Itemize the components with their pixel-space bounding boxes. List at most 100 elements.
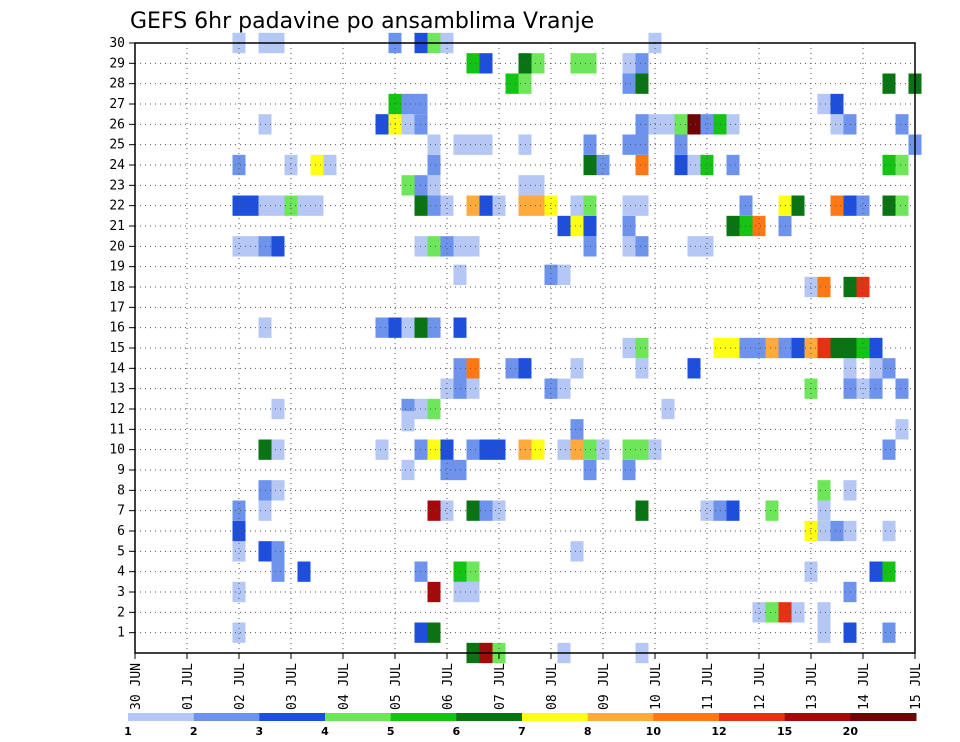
precip-cell bbox=[856, 276, 870, 298]
y-tick-label: 11 bbox=[109, 422, 125, 437]
precip-cell bbox=[466, 561, 480, 582]
precip-cell bbox=[830, 337, 844, 359]
precip-cell bbox=[531, 195, 545, 216]
colorbar-label: 2 bbox=[190, 725, 198, 738]
precip-cell bbox=[895, 378, 909, 399]
precip-cell bbox=[440, 195, 454, 216]
precip-cell bbox=[440, 459, 454, 481]
precip-cell bbox=[765, 337, 779, 359]
colorbar-label: 5 bbox=[387, 725, 395, 738]
precip-cell bbox=[271, 398, 285, 420]
colorbar-swatch bbox=[128, 713, 195, 721]
precip-cell bbox=[401, 317, 415, 338]
precip-cell bbox=[622, 53, 636, 74]
colorbar-swatch bbox=[390, 713, 457, 721]
precip-cell bbox=[232, 154, 246, 176]
precip-cell bbox=[830, 114, 844, 135]
precip-cell bbox=[635, 236, 649, 257]
y-tick-label: 13 bbox=[109, 382, 125, 397]
colorbar-swatch bbox=[784, 713, 851, 721]
precip-cell bbox=[687, 358, 701, 379]
y-tick-label: 17 bbox=[109, 300, 125, 315]
precip-cell bbox=[232, 236, 246, 257]
x-tick-label: 02 JUL bbox=[233, 663, 248, 710]
precip-cell bbox=[687, 154, 701, 176]
colorbar-label: 3 bbox=[256, 725, 264, 738]
precip-cell bbox=[895, 114, 909, 135]
colorbar-label: 12 bbox=[711, 725, 726, 738]
chart-title: GEFS 6hr padavine po ansamblima Vranje bbox=[130, 9, 594, 34]
y-tick-label: 16 bbox=[109, 321, 125, 336]
precip-cell bbox=[882, 73, 896, 94]
precip-cell bbox=[544, 264, 558, 285]
colorbar-swatch bbox=[653, 713, 720, 721]
precip-cell bbox=[505, 73, 519, 94]
colorbar-swatch bbox=[522, 713, 589, 721]
precip-cell bbox=[882, 439, 896, 460]
precip-cell bbox=[882, 561, 896, 582]
precip-cell bbox=[791, 602, 805, 623]
precip-cell bbox=[856, 195, 870, 216]
precip-cell bbox=[232, 520, 246, 542]
precip-cell bbox=[895, 195, 909, 216]
precip-cell bbox=[466, 53, 480, 74]
precip-cell bbox=[466, 134, 480, 155]
x-tick-label: 09 JUL bbox=[597, 663, 612, 710]
precip-cell bbox=[466, 581, 480, 603]
precip-cell bbox=[427, 622, 441, 643]
y-tick-label: 3 bbox=[117, 585, 125, 600]
colorbar-label: 7 bbox=[518, 725, 526, 738]
colorbar-label: 15 bbox=[777, 725, 792, 738]
colorbar-label: 1 bbox=[124, 725, 132, 738]
precip-cell bbox=[817, 622, 831, 643]
precip-cell bbox=[271, 480, 285, 501]
precip-cell bbox=[635, 358, 649, 379]
x-tick-label: 07 JUL bbox=[493, 663, 508, 710]
precip-cell bbox=[375, 114, 389, 135]
precip-cell bbox=[245, 195, 259, 216]
precip-cell bbox=[817, 520, 831, 542]
precip-cell bbox=[297, 195, 311, 216]
precip-cell bbox=[752, 215, 766, 237]
precip-cell bbox=[622, 73, 636, 94]
precip-cell bbox=[726, 114, 740, 135]
precip-cell bbox=[505, 358, 519, 379]
precip-cell bbox=[635, 114, 649, 135]
y-tick-label: 10 bbox=[109, 443, 125, 458]
colorbar-swatch bbox=[325, 713, 392, 721]
precip-cell bbox=[817, 602, 831, 623]
x-tick-label: 08 JUL bbox=[545, 663, 560, 710]
precip-cell bbox=[700, 154, 714, 176]
precip-cell bbox=[466, 500, 480, 521]
precip-cell bbox=[466, 195, 480, 216]
y-tick-label: 14 bbox=[109, 361, 125, 376]
precip-cell bbox=[375, 317, 389, 338]
precip-cell bbox=[427, 154, 441, 176]
precip-cell bbox=[531, 439, 545, 460]
colorbar-label: 6 bbox=[453, 725, 461, 738]
precip-cell bbox=[401, 411, 415, 432]
precip-cell bbox=[570, 195, 584, 216]
precip-cell bbox=[427, 236, 441, 257]
precip-cell bbox=[726, 337, 740, 359]
precip-cell bbox=[466, 378, 480, 399]
precip-cell bbox=[245, 236, 259, 257]
precip-cell bbox=[622, 337, 636, 359]
precip-cell bbox=[635, 500, 649, 521]
precip-cell bbox=[492, 439, 506, 460]
y-tick-label: 9 bbox=[117, 463, 125, 478]
precip-cell bbox=[817, 337, 831, 359]
precip-cell bbox=[427, 175, 441, 196]
x-tick-label: 14 JUL bbox=[857, 663, 872, 710]
precip-cell bbox=[635, 53, 649, 74]
y-tick-label: 6 bbox=[117, 524, 125, 539]
precip-cell bbox=[232, 541, 246, 562]
precip-cell bbox=[570, 419, 584, 440]
precip-cell bbox=[596, 439, 610, 460]
precip-cell bbox=[557, 215, 571, 237]
precip-cell bbox=[531, 175, 545, 196]
precip-cell bbox=[687, 236, 701, 257]
x-tick-label: 10 JUL bbox=[649, 663, 664, 710]
precip-cell bbox=[570, 439, 584, 460]
precip-cell bbox=[427, 500, 441, 521]
